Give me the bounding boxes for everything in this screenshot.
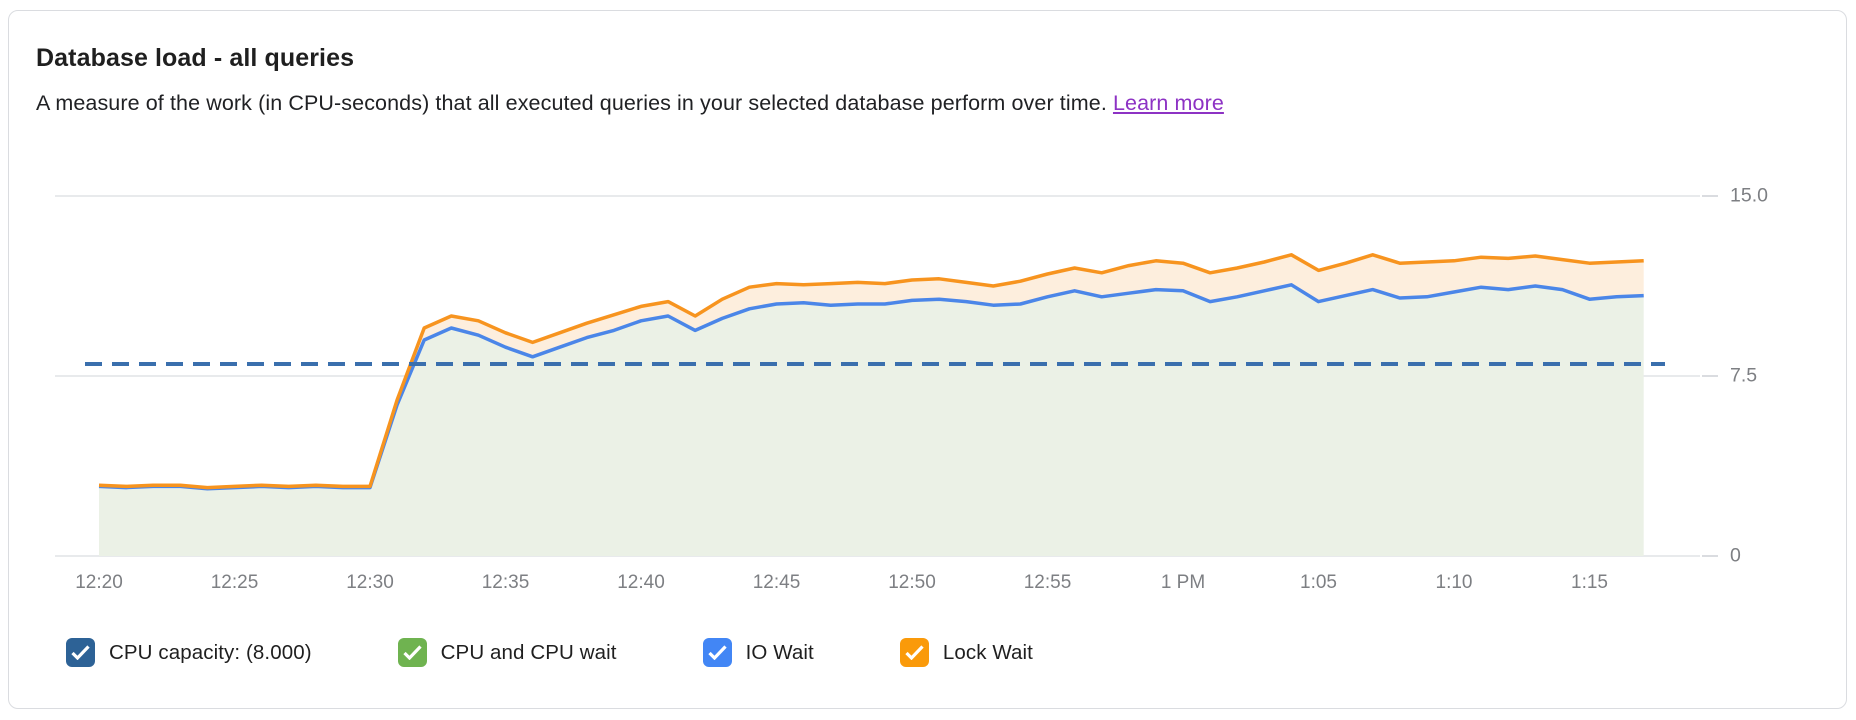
x-axis-tick-label: 1 PM: [1160, 572, 1206, 593]
legend-item-lock-wait[interactable]: Lock Wait: [899, 638, 1033, 667]
legend-item-io-wait[interactable]: IO Wait: [702, 638, 814, 667]
legend-label: Lock Wait: [942, 640, 1033, 664]
y-axis-tick-label: 15.0: [1730, 184, 1768, 207]
x-axis-tick-label: 12:25: [210, 572, 259, 593]
x-axis-tick-label: 12:50: [888, 572, 936, 593]
legend-checkbox-lock-wait[interactable]: [899, 638, 929, 667]
legend-label: CPU capacity: (8.000): [109, 640, 312, 664]
legend-checkbox-cpu-capacity-8-000[interactable]: [66, 638, 95, 667]
checkmark-icon: [905, 645, 924, 660]
legend-label: CPU and CPU wait: [440, 640, 617, 664]
legend-checkbox-io-wait[interactable]: [702, 638, 732, 667]
chart-legend: CPU capacity: (8.000) CPU and CPU wait IO …: [66, 638, 1033, 667]
chart-description: A measure of the work (in CPU-seconds) t…: [36, 91, 1224, 116]
legend-item-cpu-capacity-8-000[interactable]: CPU capacity: (8.000): [66, 638, 312, 667]
y-axis-tick-label: 7.5: [1730, 364, 1758, 387]
x-axis-tick-label: 12:40: [617, 572, 665, 593]
learn-more-link[interactable]: Learn more: [1112, 91, 1224, 115]
x-axis-tick-label: 12:35: [481, 572, 530, 593]
x-axis-tick-label: 12:30: [346, 572, 394, 593]
chart-title: Database load - all queries: [36, 44, 355, 72]
checkmark-icon: [71, 645, 90, 660]
x-axis-tick-label: 1:10: [1435, 572, 1473, 593]
checkmark-icon: [707, 645, 727, 660]
chart-description-text: A measure of the work (in CPU-seconds) t…: [36, 91, 1107, 115]
x-axis-tick-label: 12:20: [75, 572, 123, 593]
checkmark-icon: [403, 645, 422, 660]
x-axis-tick-label: 1:15: [1571, 572, 1608, 593]
x-axis-tick-label: 12:45: [752, 572, 801, 593]
x-axis-tick-label: 1:05: [1300, 572, 1337, 593]
y-axis-tick-label: 0: [1730, 544, 1741, 567]
legend-item-cpu-and-cpu-wait[interactable]: CPU and CPU wait: [397, 638, 617, 667]
x-axis-tick-label: 12:55: [1023, 572, 1072, 593]
legend-label: IO Wait: [745, 640, 814, 664]
legend-checkbox-cpu-and-cpu-wait[interactable]: [397, 638, 427, 667]
